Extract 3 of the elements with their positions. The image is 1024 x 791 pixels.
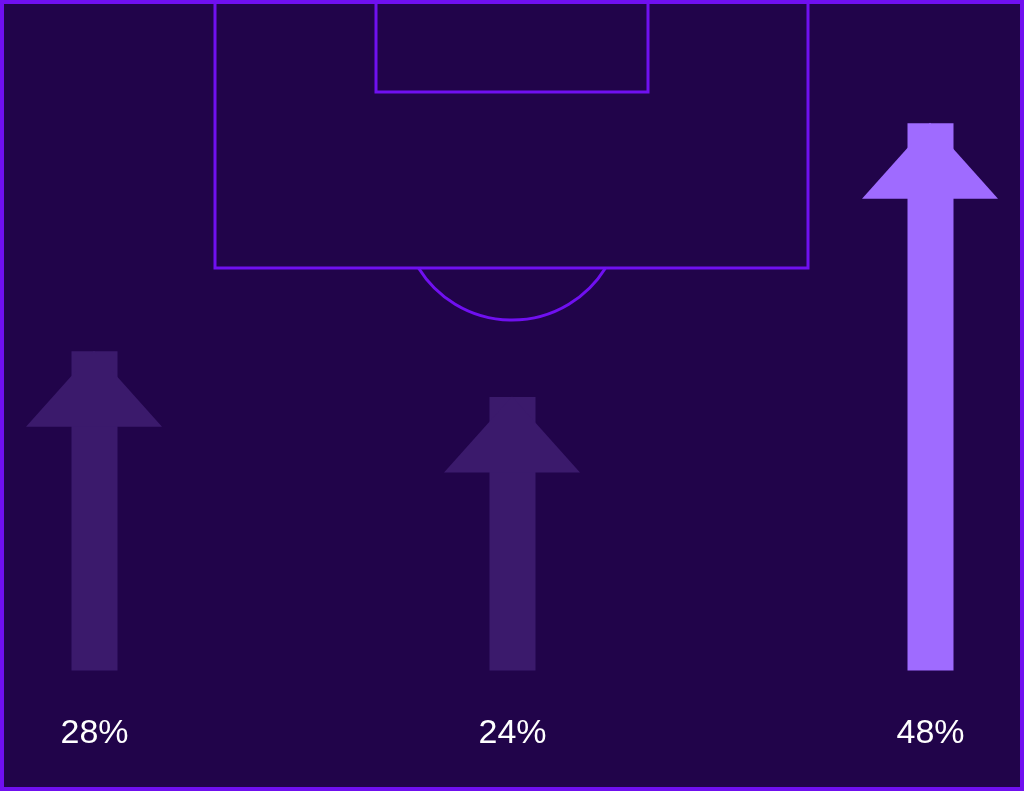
data-label: 48% — [896, 711, 965, 750]
data-label: 28% — [60, 711, 129, 750]
data-label: 24% — [478, 711, 547, 750]
